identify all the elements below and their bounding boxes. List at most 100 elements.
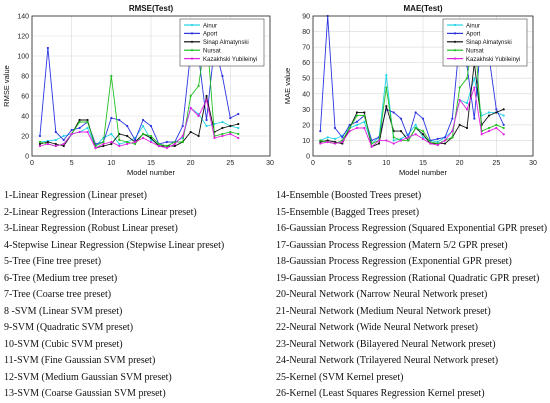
y-tick-label: 40 xyxy=(21,114,29,121)
data-point xyxy=(385,74,388,77)
data-point xyxy=(458,86,461,89)
data-point xyxy=(363,111,366,114)
data-point xyxy=(126,134,129,138)
data-point xyxy=(385,86,388,89)
legend-label: Aport xyxy=(466,32,481,38)
y-tick-label: 90 xyxy=(302,14,310,21)
data-point xyxy=(102,142,105,146)
y-tick-label: 20 xyxy=(21,134,29,141)
y-tick-label: 140 xyxy=(17,14,29,21)
model-list-item: 18-Gaussian Process Regression (Exponent… xyxy=(276,256,512,267)
data-point xyxy=(414,126,417,130)
data-point xyxy=(157,142,161,146)
data-point xyxy=(46,46,49,50)
data-point xyxy=(326,139,329,142)
data-point xyxy=(363,126,366,130)
data-point xyxy=(473,117,476,120)
data-point xyxy=(118,138,121,142)
data-point xyxy=(149,134,153,138)
y-tick-label: 60 xyxy=(302,60,310,67)
data-point xyxy=(502,126,505,130)
data-point xyxy=(355,120,359,123)
data-point xyxy=(333,126,337,130)
data-point xyxy=(118,118,121,122)
y-axis-label: RMSE value xyxy=(2,65,11,107)
data-point xyxy=(458,98,461,102)
model-list-item: 12-SVM (Medium Gaussian SVM preset) xyxy=(4,371,172,383)
data-point xyxy=(38,134,42,138)
y-tick-label: 0 xyxy=(25,154,29,161)
data-point xyxy=(348,123,351,126)
data-point xyxy=(189,94,192,98)
x-tick-label: 15 xyxy=(147,160,155,167)
model-list-item: 10-SVM (Cubic SVM preset) xyxy=(4,338,123,350)
data-point xyxy=(451,117,454,120)
data-point xyxy=(126,124,129,128)
data-point xyxy=(385,139,388,142)
data-point xyxy=(78,130,81,134)
series-line-5 xyxy=(39,98,239,149)
model-list-item: 15-Ensemble (Bagged Trees preset) xyxy=(276,206,420,218)
model-list-item: 26-Kernel (Least Squares Regression Kern… xyxy=(276,388,485,399)
data-point xyxy=(487,111,491,114)
data-point xyxy=(348,126,351,130)
legend-label: Kazakhski Yubileinyi xyxy=(466,57,520,63)
data-point xyxy=(62,144,65,148)
data-point xyxy=(355,114,359,117)
legend-marker xyxy=(453,49,457,52)
x-tick-label: 25 xyxy=(492,160,500,167)
data-point xyxy=(54,138,57,142)
data-point xyxy=(86,120,89,124)
data-point xyxy=(414,123,417,126)
legend-marker xyxy=(453,23,457,27)
data-point xyxy=(229,124,232,128)
data-point xyxy=(149,140,153,144)
data-point xyxy=(465,102,469,105)
data-point xyxy=(429,142,432,145)
x-tick-label: 0 xyxy=(30,160,34,167)
data-point xyxy=(436,140,439,144)
data-point xyxy=(399,137,403,140)
legend-marker xyxy=(190,32,194,35)
model-list-item: 14-Ensemble (Boosted Trees preset) xyxy=(276,190,422,201)
y-tick-label: 120 xyxy=(17,34,29,41)
data-point xyxy=(46,140,49,144)
model-list-item: 19-Gaussian Process Regression (Rational… xyxy=(276,272,540,284)
x-tick-label: 5 xyxy=(348,160,352,167)
data-point xyxy=(149,124,153,128)
axes-frame xyxy=(31,15,271,157)
data-point xyxy=(78,120,81,124)
x-tick-label: 20 xyxy=(456,160,464,167)
data-point xyxy=(473,86,476,89)
y-tick-label: 80 xyxy=(302,29,310,36)
data-point xyxy=(399,139,403,142)
data-point xyxy=(326,136,329,139)
data-point xyxy=(502,133,505,136)
data-point xyxy=(487,114,491,117)
data-point xyxy=(197,114,200,118)
model-list-right: 14-Ensemble (Boosted Trees preset) 15-Ens… xyxy=(276,188,548,403)
data-point xyxy=(414,111,417,114)
data-point xyxy=(407,139,410,142)
data-point xyxy=(189,130,192,134)
data-point xyxy=(62,142,65,146)
data-point xyxy=(165,140,168,144)
data-point xyxy=(165,146,168,150)
data-point xyxy=(118,142,121,146)
series-line-1 xyxy=(320,75,504,145)
y-tick-label: 70 xyxy=(302,45,310,52)
data-point xyxy=(157,144,161,148)
data-point xyxy=(173,142,176,146)
legend-marker xyxy=(453,40,457,43)
data-point xyxy=(414,133,417,136)
data-point xyxy=(319,139,322,142)
model-list-item: 20-Neural Network (Narrow Neural Network… xyxy=(276,289,488,300)
data-point xyxy=(333,142,337,145)
data-point xyxy=(385,105,388,108)
legend-label: Sinap Almatynski xyxy=(203,40,249,46)
data-point xyxy=(363,114,366,117)
legend-marker xyxy=(190,40,194,43)
model-list-item: 13-SVM (Coarse Gaussian SVM preset) xyxy=(4,388,166,399)
legend-marker xyxy=(190,49,194,52)
series-line-5 xyxy=(320,87,504,148)
